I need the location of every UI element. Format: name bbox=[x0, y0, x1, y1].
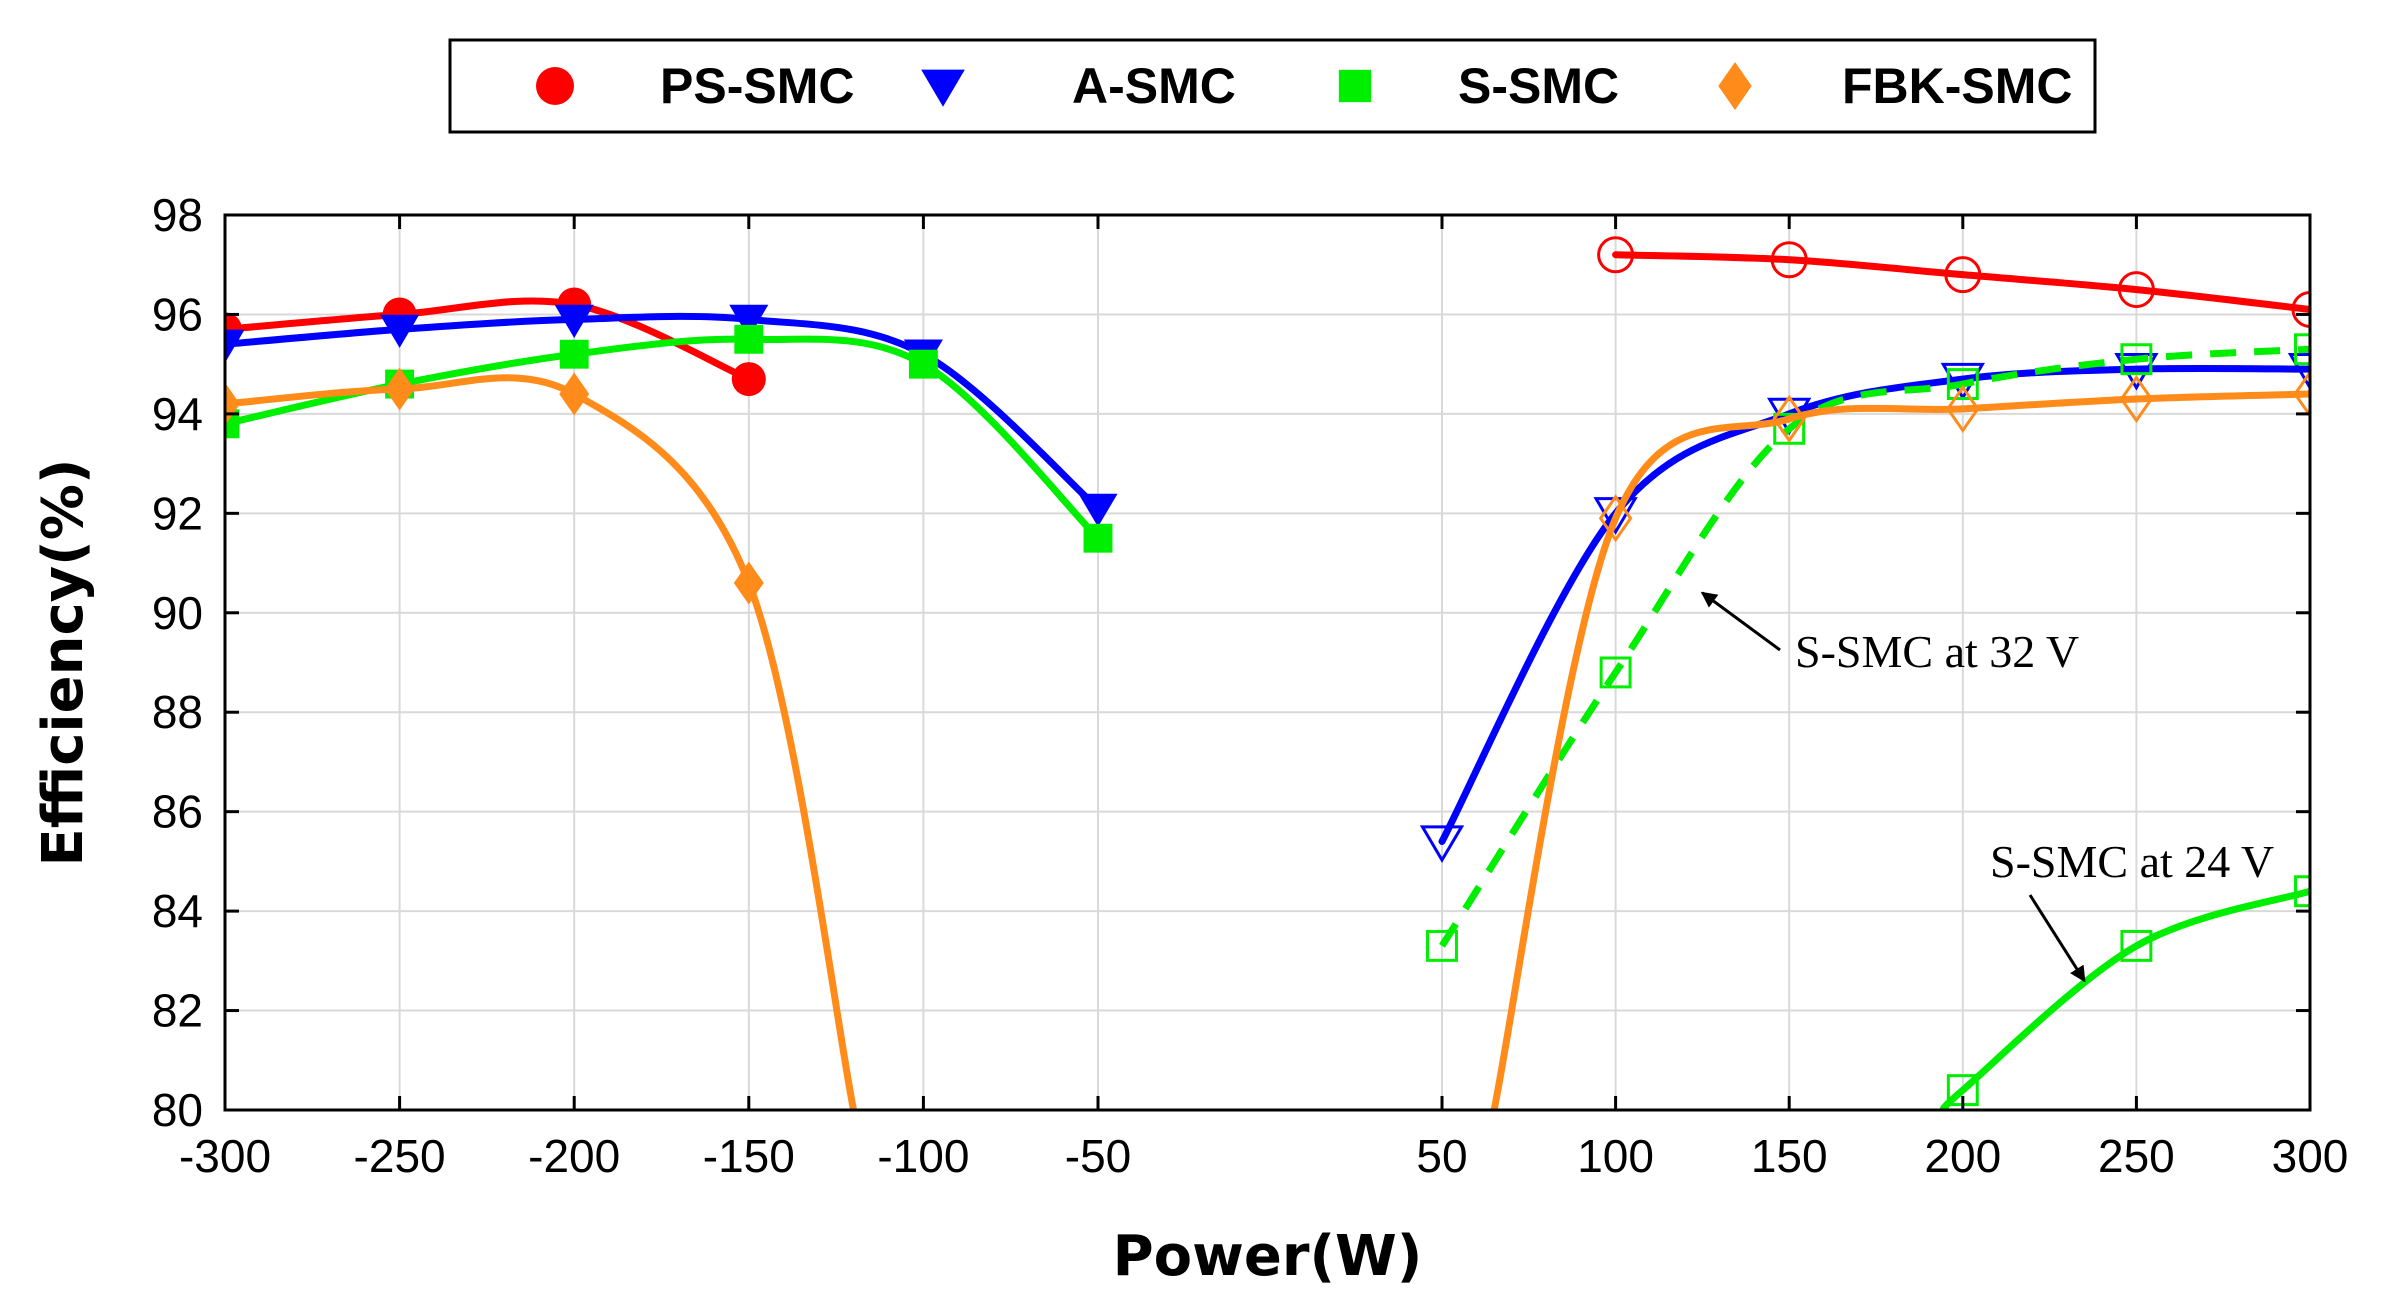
data-point bbox=[2287, 352, 2310, 391]
series-line bbox=[1939, 887, 2310, 1110]
y-tick-label: 98 bbox=[152, 189, 203, 241]
data-point bbox=[1946, 384, 1980, 434]
series-ps-smc bbox=[1597, 236, 2310, 328]
annotation: S-SMC at 32 V bbox=[1700, 591, 2079, 677]
x-tick-label: -300 bbox=[179, 1130, 271, 1182]
y-tick-label: 84 bbox=[152, 885, 203, 937]
data-point bbox=[908, 349, 938, 379]
x-tick-label: -100 bbox=[877, 1130, 969, 1182]
legend: PS-SMC A-SMC S-SMC FBK-SMC bbox=[448, 38, 2097, 134]
data-point bbox=[2291, 290, 2310, 328]
data-point bbox=[733, 561, 764, 605]
data-point bbox=[1773, 412, 1806, 445]
legend-label: A-SMC bbox=[1072, 58, 1236, 114]
data-point bbox=[2294, 875, 2310, 908]
data-point bbox=[2120, 929, 2153, 962]
y-tick-label: 88 bbox=[152, 686, 203, 738]
axes: -300 -250 -200 -150 -100 -50 50 100 150 200 250 300… bbox=[31, 189, 2348, 1289]
y-tick-label: 80 bbox=[152, 1084, 203, 1136]
data-point bbox=[225, 329, 245, 363]
x-tick-label: -250 bbox=[354, 1130, 446, 1182]
series-s-smc-at-32-v bbox=[1426, 333, 2310, 962]
data-point bbox=[1944, 256, 1982, 294]
series-fbk-smc bbox=[225, 367, 858, 1110]
data-point bbox=[2294, 333, 2310, 366]
annotation-arrow bbox=[1700, 591, 1781, 652]
series-line bbox=[1438, 364, 2310, 845]
annotation-arrow bbox=[2028, 894, 2086, 983]
data-point bbox=[734, 324, 764, 354]
data-point bbox=[731, 362, 766, 397]
data-point bbox=[1083, 523, 1113, 553]
series-line bbox=[1612, 251, 2310, 313]
annotation: S-SMC at 24 V bbox=[1990, 836, 2274, 983]
legend-marker bbox=[921, 69, 965, 107]
data-point bbox=[1426, 929, 1458, 962]
data-point bbox=[1597, 236, 1635, 274]
data-point bbox=[1078, 493, 1118, 527]
annotation-label: S-SMC at 24 V bbox=[1990, 836, 2274, 887]
annotations: S-SMC at 32 V S-SMC at 24 V bbox=[1700, 591, 2274, 983]
plot-frame bbox=[223, 213, 2312, 1112]
series-line bbox=[1490, 390, 2310, 1110]
data-point bbox=[1770, 241, 1808, 279]
series-layer bbox=[225, 236, 2310, 1110]
series-line bbox=[225, 312, 1102, 512]
legend-marker bbox=[536, 67, 574, 105]
data-point bbox=[2293, 369, 2310, 419]
x-tick-label: 250 bbox=[2098, 1130, 2175, 1182]
series-a-smc bbox=[1419, 352, 2310, 864]
series-fbk-smc bbox=[1490, 369, 2310, 1110]
legend-marker bbox=[1338, 69, 1372, 103]
series-line bbox=[225, 374, 858, 1110]
data-point bbox=[1772, 394, 1806, 443]
annotation-label: S-SMC at 32 V bbox=[1795, 626, 2079, 677]
data-point bbox=[2119, 374, 2154, 424]
y-tick-label: 92 bbox=[152, 487, 203, 539]
legend-item: S-SMC bbox=[1338, 58, 1619, 114]
y-axis-title: Efficiency(%) bbox=[31, 459, 96, 867]
legend-box bbox=[448, 38, 2097, 134]
x-axis-title: Power(W) bbox=[1113, 1224, 1423, 1289]
x-tick-label: -150 bbox=[703, 1130, 795, 1182]
legend-item: A-SMC bbox=[921, 58, 1236, 114]
y-tick-label: 94 bbox=[152, 388, 203, 440]
x-tick-label: 300 bbox=[2272, 1130, 2349, 1182]
data-point bbox=[554, 304, 594, 338]
x-tick-label: 150 bbox=[1751, 1130, 1828, 1182]
legend-item: PS-SMC bbox=[536, 58, 854, 114]
legend-marker bbox=[1718, 61, 1752, 111]
y-tick-label: 86 bbox=[152, 786, 203, 838]
y-tick-label: 90 bbox=[152, 587, 203, 639]
x-tick-label: -200 bbox=[528, 1130, 620, 1182]
data-point bbox=[559, 339, 589, 369]
data-point bbox=[1598, 494, 1633, 543]
data-point bbox=[384, 367, 415, 411]
data-point bbox=[2120, 343, 2153, 376]
data-point bbox=[1946, 368, 1979, 401]
series-s-smc bbox=[225, 324, 1113, 553]
legend-label: PS-SMC bbox=[660, 58, 854, 114]
legend-item: FBK-SMC bbox=[1718, 58, 2073, 114]
series-line bbox=[225, 335, 1102, 542]
data-point bbox=[1419, 825, 1465, 864]
data-point bbox=[559, 372, 590, 416]
x-tick-label: 200 bbox=[1924, 1130, 2001, 1182]
legend-label: S-SMC bbox=[1458, 58, 1619, 114]
data-point bbox=[380, 314, 420, 348]
series-line bbox=[1439, 345, 2310, 948]
y-tick-label: 82 bbox=[152, 985, 203, 1037]
data-point bbox=[2114, 352, 2159, 391]
y-tick-label: 96 bbox=[152, 288, 203, 340]
series-a-smc bbox=[225, 304, 1118, 527]
data-point bbox=[729, 304, 769, 338]
x-tick-label: 100 bbox=[1577, 1130, 1654, 1182]
x-tick-label: 50 bbox=[1416, 1130, 1467, 1182]
data-point bbox=[1599, 656, 1632, 689]
data-point bbox=[2117, 271, 2155, 309]
x-tick-label: -50 bbox=[1065, 1130, 1131, 1182]
legend-label: FBK-SMC bbox=[1842, 58, 2073, 114]
